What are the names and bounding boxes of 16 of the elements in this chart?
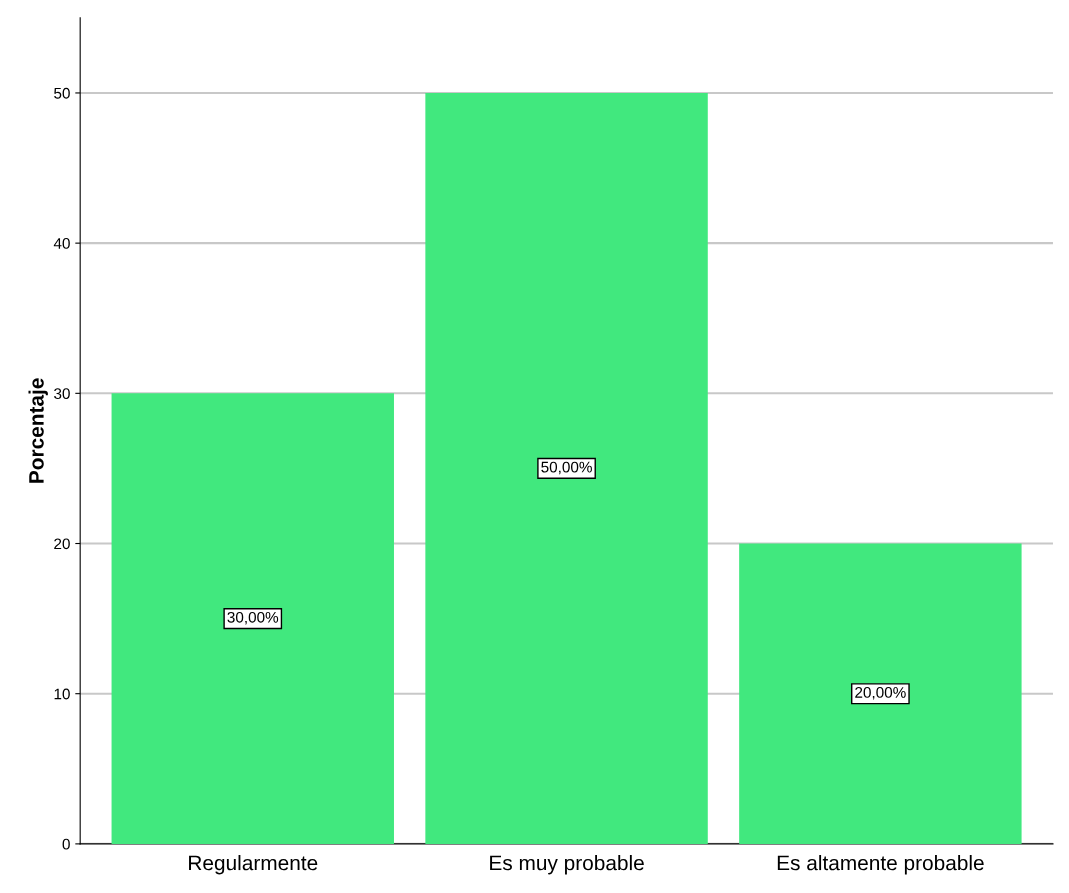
- bar: [739, 543, 1022, 844]
- bar: [425, 92, 708, 844]
- x-tick-label: Es altamente probable: [777, 855, 984, 875]
- bar: [111, 393, 394, 844]
- y-tick-label: 10: [54, 688, 70, 700]
- y-tick-label: 40: [53, 238, 70, 249]
- data-label: 30,00%: [227, 611, 279, 625]
- y-tick-label: 20: [54, 538, 70, 550]
- y-tick-label: 50: [54, 87, 70, 99]
- data-label: 50,00%: [541, 461, 592, 475]
- y-axis-title: Porcentaje: [28, 378, 48, 483]
- x-tick-label: Regularmente: [189, 855, 318, 875]
- y-tick-label: 30: [54, 388, 70, 400]
- data-label: 20,00%: [855, 686, 906, 700]
- x-tick-label: Es muy probable: [490, 855, 644, 875]
- y-tick-label: 0: [62, 838, 70, 850]
